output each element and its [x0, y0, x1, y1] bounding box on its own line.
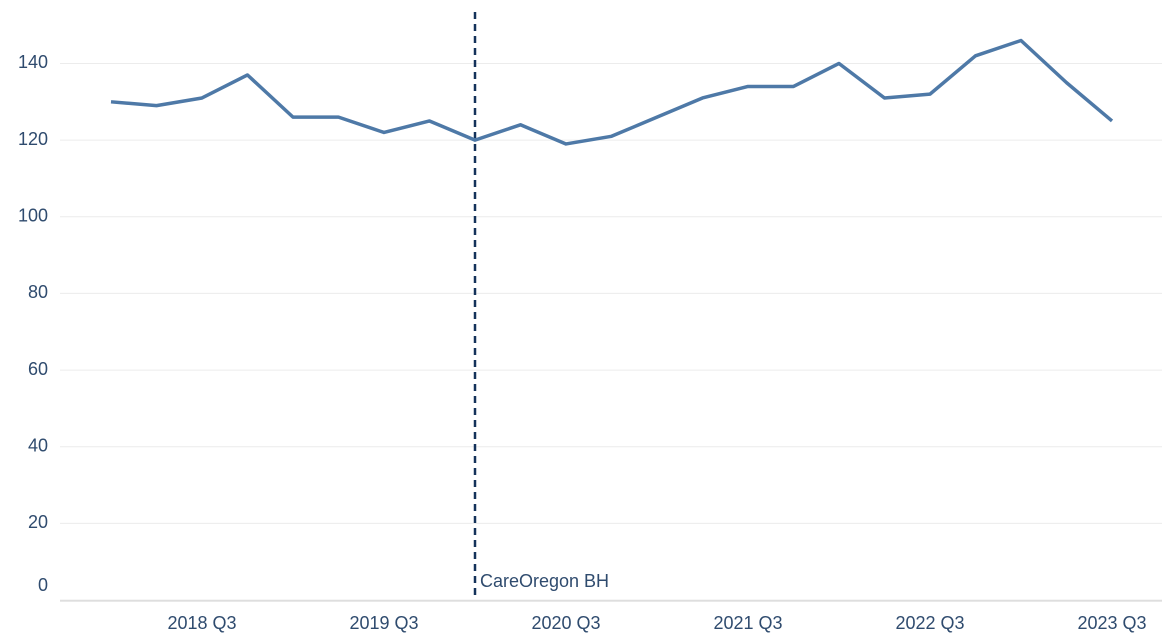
annotation: CareOregon BH: [480, 571, 609, 591]
y-tick-label: 100: [18, 206, 48, 226]
x-tick-label: 2018 Q3: [167, 613, 236, 633]
x-tick-label: 2022 Q3: [895, 613, 964, 633]
y-tick-label: 40: [28, 435, 48, 455]
y-tick-label: 140: [18, 52, 48, 72]
data-line: [110, 38, 1114, 146]
y-tick-label: 20: [28, 512, 48, 532]
x-tick-label: 2023 Q3: [1077, 613, 1146, 633]
x-tick-label: 2020 Q3: [531, 613, 600, 633]
y-tick-label: 0: [38, 575, 48, 595]
x-tick-label: 2019 Q3: [349, 613, 418, 633]
y-tick-label: 80: [28, 282, 48, 302]
x-tick-label: 2021 Q3: [713, 613, 782, 633]
y-tick-label: 120: [18, 129, 48, 149]
y-tick-label: 60: [28, 359, 48, 379]
